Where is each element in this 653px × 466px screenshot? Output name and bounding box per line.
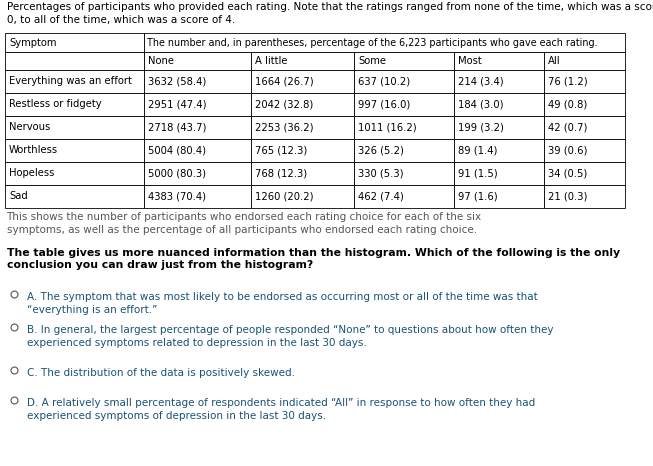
Text: 21 (0.3): 21 (0.3): [549, 192, 588, 201]
Bar: [251, 185, 354, 208]
Text: 91 (1.5): 91 (1.5): [458, 168, 498, 178]
Text: 2718 (43.7): 2718 (43.7): [148, 122, 206, 132]
Text: This shows the number of participants who endorsed each rating choice for each o: This shows the number of participants wh…: [7, 212, 482, 235]
Text: 3632 (58.4): 3632 (58.4): [148, 76, 206, 86]
Text: 1011 (16.2): 1011 (16.2): [358, 122, 417, 132]
Text: Symptom: Symptom: [9, 38, 57, 48]
Bar: [545, 52, 625, 69]
Bar: [251, 69, 354, 93]
Text: 330 (5.3): 330 (5.3): [358, 168, 404, 178]
Bar: [354, 139, 454, 162]
Bar: [354, 185, 454, 208]
Text: All: All: [549, 56, 561, 66]
Bar: [251, 93, 354, 116]
Text: 76 (1.2): 76 (1.2): [549, 76, 588, 86]
Bar: [454, 139, 545, 162]
Bar: [5, 52, 144, 69]
Text: The table gives us more nuanced information than the histogram. Which of the fol: The table gives us more nuanced informat…: [7, 248, 620, 270]
Text: Hopeless: Hopeless: [9, 168, 54, 178]
Text: Some: Some: [358, 56, 386, 66]
Text: 39 (0.6): 39 (0.6): [549, 145, 588, 155]
Text: 5004 (80.4): 5004 (80.4): [148, 145, 206, 155]
Text: 199 (3.2): 199 (3.2): [458, 122, 504, 132]
Bar: [5, 162, 144, 185]
Text: Restless or fidgety: Restless or fidgety: [9, 99, 102, 109]
Text: 2951 (47.4): 2951 (47.4): [148, 99, 206, 109]
Text: 184 (3.0): 184 (3.0): [458, 99, 503, 109]
Text: 997 (16.0): 997 (16.0): [358, 99, 410, 109]
Bar: [454, 69, 545, 93]
Text: 1664 (26.7): 1664 (26.7): [255, 76, 313, 86]
Text: Most: Most: [458, 56, 482, 66]
Bar: [144, 185, 251, 208]
Text: 2253 (36.2): 2253 (36.2): [255, 122, 313, 132]
Text: Sad: Sad: [9, 192, 28, 201]
Text: 326 (5.2): 326 (5.2): [358, 145, 404, 155]
Bar: [354, 93, 454, 116]
Text: 2042 (32.8): 2042 (32.8): [255, 99, 313, 109]
Bar: [5, 116, 144, 139]
Bar: [144, 116, 251, 139]
Bar: [251, 139, 354, 162]
Bar: [545, 162, 625, 185]
Text: Everything was an effort: Everything was an effort: [9, 76, 132, 86]
Bar: [144, 33, 625, 52]
Bar: [144, 69, 251, 93]
Text: 49 (0.8): 49 (0.8): [549, 99, 588, 109]
Text: 765 (12.3): 765 (12.3): [255, 145, 307, 155]
Text: A. The symptom that was most likely to be endorsed as occurring most or all of t: A. The symptom that was most likely to b…: [27, 292, 538, 315]
Text: D. A relatively small percentage of respondents indicated “All” in response to h: D. A relatively small percentage of resp…: [27, 398, 535, 421]
Bar: [251, 116, 354, 139]
Text: C. The distribution of the data is positively skewed.: C. The distribution of the data is posit…: [27, 368, 295, 378]
Bar: [251, 52, 354, 69]
Bar: [545, 69, 625, 93]
Text: The number and, in parentheses, percentage of the 6,223 participants who gave ea: The number and, in parentheses, percenta…: [148, 38, 598, 48]
Text: B. In general, the largest percentage of people responded “None” to questions ab: B. In general, the largest percentage of…: [27, 325, 554, 348]
Text: 34 (0.5): 34 (0.5): [549, 168, 588, 178]
Bar: [144, 52, 251, 69]
Bar: [5, 139, 144, 162]
Bar: [144, 93, 251, 116]
Text: 89 (1.4): 89 (1.4): [458, 145, 498, 155]
Text: A little: A little: [255, 56, 287, 66]
Bar: [454, 162, 545, 185]
Bar: [454, 116, 545, 139]
Text: 4383 (70.4): 4383 (70.4): [148, 192, 206, 201]
Bar: [144, 162, 251, 185]
Bar: [354, 162, 454, 185]
Text: 768 (12.3): 768 (12.3): [255, 168, 307, 178]
Bar: [454, 185, 545, 208]
Bar: [545, 93, 625, 116]
Text: Nervous: Nervous: [9, 122, 50, 132]
Text: 97 (1.6): 97 (1.6): [458, 192, 498, 201]
Bar: [144, 139, 251, 162]
Text: Worthless: Worthless: [9, 145, 58, 155]
Text: 42 (0.7): 42 (0.7): [549, 122, 588, 132]
Text: 462 (7.4): 462 (7.4): [358, 192, 404, 201]
Text: None: None: [148, 56, 174, 66]
Bar: [5, 69, 144, 93]
Text: 1260 (20.2): 1260 (20.2): [255, 192, 313, 201]
Bar: [545, 185, 625, 208]
Bar: [545, 116, 625, 139]
Bar: [354, 116, 454, 139]
Bar: [454, 93, 545, 116]
Bar: [251, 162, 354, 185]
Bar: [5, 93, 144, 116]
Bar: [5, 33, 144, 52]
Bar: [354, 69, 454, 93]
Text: 637 (10.2): 637 (10.2): [358, 76, 410, 86]
Bar: [545, 139, 625, 162]
Text: 5000 (80.3): 5000 (80.3): [148, 168, 206, 178]
Bar: [354, 52, 454, 69]
Text: 214 (3.4): 214 (3.4): [458, 76, 503, 86]
Bar: [454, 52, 545, 69]
Text: Percentages of participants who provided each rating. Note that the ratings rang: Percentages of participants who provided…: [7, 2, 653, 25]
Bar: [5, 185, 144, 208]
